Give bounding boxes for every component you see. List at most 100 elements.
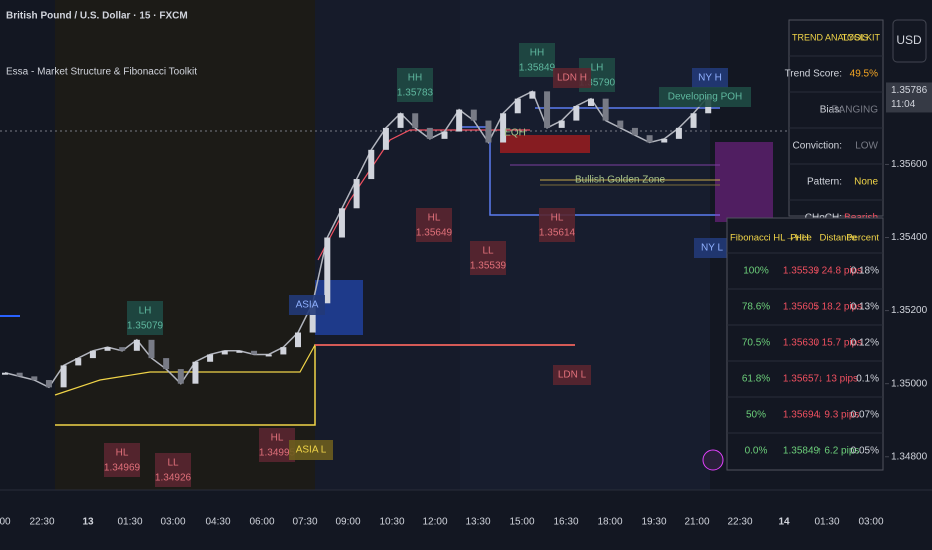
candle — [514, 98, 521, 114]
x-tick-label: 12:00 — [422, 517, 447, 528]
trend-value: LOW — [855, 141, 878, 152]
structure-label: NY L — [701, 243, 723, 254]
fib-header: Fibonacci HL→HH — [730, 233, 809, 244]
fib-table — [726, 217, 884, 471]
structure-label: HL — [116, 448, 129, 459]
structure-label-box — [470, 241, 506, 275]
x-tick-label: 04:30 — [205, 517, 230, 528]
candle — [368, 149, 375, 180]
structure-label: HH — [408, 73, 422, 84]
x-tick-label: 01:30 — [117, 517, 142, 528]
fib-cell: 70.5% — [742, 338, 770, 349]
structure-price: 1.35649 — [416, 228, 453, 239]
structure-label: LH — [591, 63, 604, 74]
structure-label: LDN L — [558, 370, 587, 381]
symbol-title: British Pound / U.S. Dollar · 15 · FXCM — [6, 11, 188, 22]
structure-label: HL — [551, 213, 564, 224]
fib-cell: 0.1% — [856, 374, 879, 385]
alert-icon[interactable] — [702, 449, 724, 471]
candle — [690, 113, 697, 128]
structure-label-box — [127, 301, 163, 335]
ny-low-line — [460, 126, 720, 216]
trend-table — [788, 19, 884, 217]
structure-label: HL — [271, 433, 284, 444]
structure-label: NY H — [698, 73, 722, 84]
candle — [558, 120, 565, 128]
x-tick-label: 21:00 — [684, 517, 709, 528]
candle — [353, 179, 360, 209]
candle — [426, 127, 433, 139]
asia-high-line — [54, 344, 316, 396]
candle — [16, 372, 23, 377]
structure-label: LL — [482, 246, 494, 257]
trend-value: 49.5% — [850, 69, 878, 80]
candle — [397, 113, 404, 128]
currency-button[interactable] — [892, 19, 927, 63]
structure-price: 1.34926 — [155, 473, 192, 484]
x-tick-label: 13:30 — [465, 517, 490, 528]
structure-label: HH — [530, 48, 544, 59]
x-tick-label: 09:00 — [335, 517, 360, 528]
structure-price: 1.35783 — [397, 88, 434, 99]
structure-label: ASIA L — [296, 445, 327, 456]
fib-zone — [715, 142, 773, 222]
structure-label: EQH — [504, 128, 526, 139]
structure-label-box — [539, 208, 575, 242]
structure-price: 1.34995 — [259, 448, 296, 459]
structure-price: 1.34969 — [104, 463, 141, 474]
trend-key: Pattern: — [807, 177, 842, 188]
x-tick-label: 15:00 — [509, 517, 534, 528]
candle — [485, 120, 492, 143]
candle — [646, 135, 653, 143]
candle — [280, 347, 287, 355]
fib-cell: 50% — [746, 410, 766, 421]
y-tick-label: 1.35600 — [891, 159, 928, 170]
structure-price: 1.35790 — [579, 78, 616, 89]
asia-session — [55, 0, 315, 490]
candle — [324, 237, 331, 304]
candle — [2, 372, 8, 375]
x-tick-label: 14 — [778, 517, 790, 528]
plot-area — [0, 107, 885, 426]
trend-value: None — [854, 177, 878, 188]
fib-cell: ↓ 18.2 pips — [814, 302, 862, 313]
fib-header: Percent — [846, 233, 879, 244]
fib-cell: 0.13% — [851, 302, 879, 313]
structure-label-box — [694, 238, 730, 258]
candle — [236, 350, 243, 353]
trend-key: Conviction: — [793, 141, 842, 152]
structure-label-box — [553, 365, 591, 385]
fib-cell: ↓ 24.8 pips — [814, 266, 862, 277]
candle — [661, 138, 668, 143]
x-tick-label: 19:30 — [641, 517, 666, 528]
y-tick-label: 1.35000 — [891, 378, 928, 389]
candle — [89, 350, 96, 359]
fib-header: Price — [790, 233, 812, 244]
structure-price: 1.35079 — [127, 321, 164, 332]
candle — [470, 109, 477, 121]
candle — [265, 354, 272, 357]
structure-label: LH — [139, 306, 152, 317]
fib-cell: 1.35605 — [783, 302, 820, 313]
candle — [544, 91, 551, 128]
candle — [617, 120, 624, 128]
x-tick-label: 18:00 — [597, 517, 622, 528]
fib-cell: ↓ 9.3 pips — [817, 410, 860, 421]
candle — [602, 98, 609, 121]
trend-header: TOOLKIT — [842, 32, 881, 42]
x-tick-label: 01:30 — [814, 517, 839, 528]
currency-label[interactable]: USD — [896, 33, 922, 47]
candle — [119, 347, 126, 351]
structure-label-box — [416, 208, 452, 242]
fib-cell: ↓ 15.7 pips — [814, 338, 862, 349]
candle — [382, 127, 389, 150]
fib-header: Distance — [820, 233, 857, 244]
x-tick-label: 22:30 — [29, 517, 54, 528]
x-tick-label: 00 — [0, 517, 11, 528]
fib-cell: ↑ 6.2 pips — [817, 446, 860, 457]
fib-cell: 78.6% — [742, 302, 770, 313]
y-tick-label: 1.34800 — [891, 451, 928, 462]
structure-label-box — [155, 453, 191, 487]
candle — [104, 347, 111, 351]
